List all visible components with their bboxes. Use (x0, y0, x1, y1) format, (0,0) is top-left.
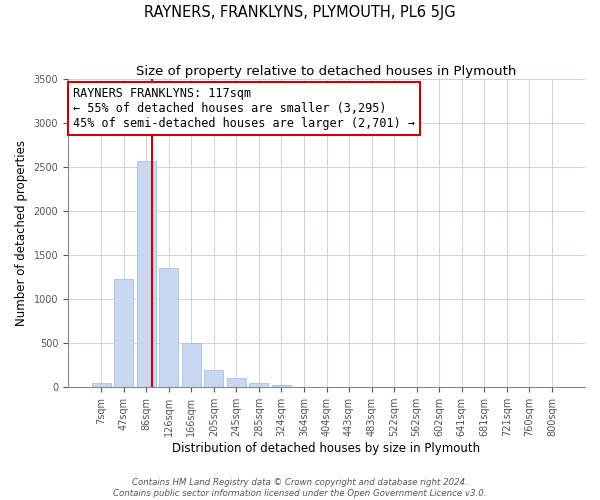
Title: Size of property relative to detached houses in Plymouth: Size of property relative to detached ho… (136, 65, 517, 78)
Bar (204, 370, 223, 387)
Bar (250, 383, 268, 387)
Bar (272, 384, 291, 387)
Text: RAYNERS FRANKLYNS: 117sqm
← 55% of detached houses are smaller (3,295)
45% of se: RAYNERS FRANKLYNS: 117sqm ← 55% of detac… (73, 87, 415, 130)
Bar (159, 268, 178, 387)
X-axis label: Distribution of detached houses by size in Plymouth: Distribution of detached houses by size … (172, 442, 481, 455)
Text: Contains HM Land Registry data © Crown copyright and database right 2024.
Contai: Contains HM Land Registry data © Crown c… (113, 478, 487, 498)
Bar (114, 279, 133, 387)
Bar (182, 343, 201, 387)
Text: RAYNERS, FRANKLYNS, PLYMOUTH, PL6 5JG: RAYNERS, FRANKLYNS, PLYMOUTH, PL6 5JG (144, 5, 456, 20)
Bar (227, 378, 246, 387)
Bar (137, 161, 156, 387)
Bar (92, 383, 110, 387)
Y-axis label: Number of detached properties: Number of detached properties (15, 140, 28, 326)
